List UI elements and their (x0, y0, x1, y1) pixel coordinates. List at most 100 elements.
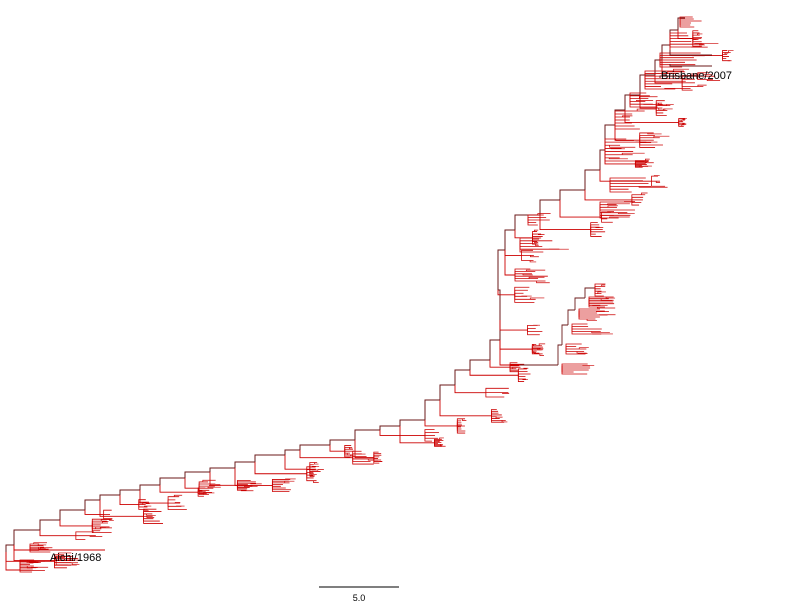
tree-branch (525, 269, 546, 272)
tree-branch (143, 516, 163, 524)
tree-branch (462, 418, 467, 421)
tree-branch (609, 183, 649, 185)
tree-branch (469, 359, 490, 370)
tree-branch (532, 236, 543, 238)
tree-branch (33, 542, 48, 544)
tree-branch (456, 425, 462, 430)
tree-branch (614, 120, 640, 130)
tree-branch (644, 80, 676, 90)
tree-branch (434, 441, 442, 443)
tree-branch (678, 122, 685, 124)
tree-branch (344, 445, 352, 452)
tree-branch (146, 516, 155, 518)
tree-branch (604, 150, 633, 156)
tree-branch (103, 514, 113, 520)
tree-branch (109, 518, 114, 521)
tree-branch (578, 312, 598, 314)
tree-branch (517, 375, 526, 380)
tree-branch (55, 558, 79, 561)
tree-branch (651, 175, 659, 182)
tree-branch (99, 494, 120, 500)
tree-branch (91, 524, 101, 526)
tree-branch (534, 229, 539, 232)
tree-branch (578, 353, 588, 354)
tree-branch (527, 324, 538, 331)
tree-branch (167, 503, 187, 510)
tree-branch (379, 430, 425, 436)
tree-branch (424, 432, 439, 436)
tree-branch (561, 369, 574, 373)
tree-branch (594, 288, 601, 290)
tree-branch (537, 234, 545, 236)
tree-branch (638, 96, 658, 99)
tree-branch (517, 373, 531, 376)
tree-branch (19, 566, 45, 571)
tree-branch (434, 442, 439, 444)
tree-branch (521, 255, 534, 261)
tree-branch (604, 124, 615, 150)
tree-branch (533, 351, 540, 354)
tree-branch (521, 249, 534, 256)
tree-branch (574, 297, 585, 310)
tree-branch (271, 485, 290, 492)
tree-branch (424, 435, 433, 442)
tree-branch (54, 561, 67, 569)
tree-branch (653, 135, 670, 138)
tree-branch (624, 94, 640, 110)
tree-branch (379, 425, 400, 430)
tree-branch (209, 467, 235, 472)
tree-branch (55, 560, 68, 566)
tree-branch (588, 302, 605, 308)
tree-branch (617, 212, 635, 214)
tree-branch (91, 525, 112, 534)
tree-branch (311, 465, 320, 467)
tree-branch (139, 490, 169, 504)
tree-branch (584, 287, 595, 298)
tree-branch (491, 415, 497, 418)
tree-branch (655, 108, 667, 116)
tree-branch (89, 535, 103, 537)
tree-branch (557, 344, 562, 365)
tree-branch (198, 481, 209, 489)
tree-branch (644, 78, 687, 80)
tree-branch (639, 137, 660, 141)
tree-branch (59, 509, 85, 520)
tree-branch (59, 520, 93, 527)
tree-branch (514, 230, 533, 239)
tree-branch (514, 275, 546, 282)
tree-branch (658, 108, 666, 111)
tree-branch (605, 297, 616, 299)
tree-branch (607, 205, 618, 208)
tree-branch (271, 485, 281, 487)
tree-branch (271, 484, 283, 486)
tree-branch (609, 216, 630, 218)
tree-branch (571, 326, 589, 329)
tree-branch (39, 519, 60, 530)
tree-branch (538, 343, 546, 346)
tree-branch (497, 249, 505, 290)
tree-branch (538, 348, 544, 350)
tree-branch (679, 22, 695, 28)
tree-branch (29, 546, 45, 548)
tree-branch (159, 477, 185, 485)
tree-branch (271, 485, 286, 489)
tree-branch (514, 292, 524, 295)
tree-branch (527, 217, 547, 220)
tree-branch (350, 455, 355, 457)
tree-branch (590, 229, 602, 237)
tree-branch (604, 148, 622, 150)
tree-branch (499, 320, 528, 331)
tree-branch (528, 276, 545, 279)
tree-branch (638, 186, 668, 188)
tree-branch (439, 400, 492, 417)
tree-branch (651, 181, 666, 187)
tree-branch (159, 485, 199, 493)
tree-branch (514, 294, 535, 303)
tree-branch (722, 55, 727, 60)
tree-branch (588, 299, 614, 302)
tree-branch (209, 472, 238, 486)
tree-branch (638, 165, 644, 168)
tree-branch (697, 76, 713, 81)
tree-branch (659, 75, 700, 78)
